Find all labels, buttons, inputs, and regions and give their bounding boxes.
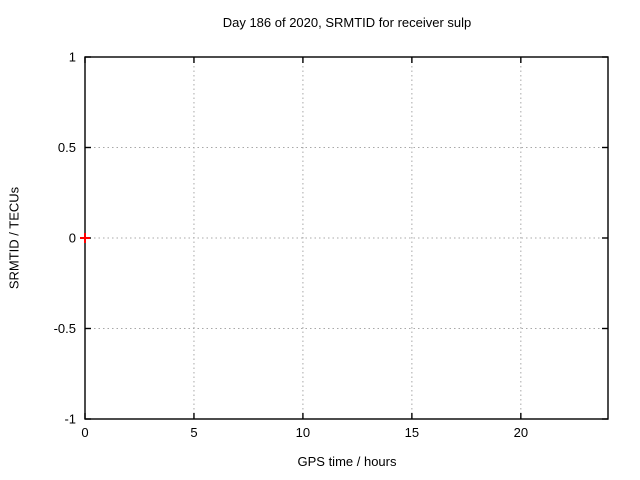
y-tick-label: 0 — [69, 231, 76, 246]
x-tick-label: 5 — [190, 425, 197, 440]
x-tick-label: 0 — [81, 425, 88, 440]
y-axis-label: SRMTID / TECUs — [6, 186, 22, 290]
y-tick-label: 0.5 — [58, 140, 76, 155]
x-axis-label: GPS time / hours — [297, 454, 397, 469]
x-tick-label: 15 — [405, 425, 419, 440]
y-tick-label: -1 — [64, 412, 76, 427]
chart-title: Day 186 of 2020, SRMTID for receiver sul… — [222, 15, 472, 30]
y-tick-label: 1 — [69, 50, 76, 65]
y-tick-label: -0.5 — [54, 321, 76, 336]
x-tick-label: 20 — [514, 425, 528, 440]
x-tick-label: 10 — [296, 425, 310, 440]
